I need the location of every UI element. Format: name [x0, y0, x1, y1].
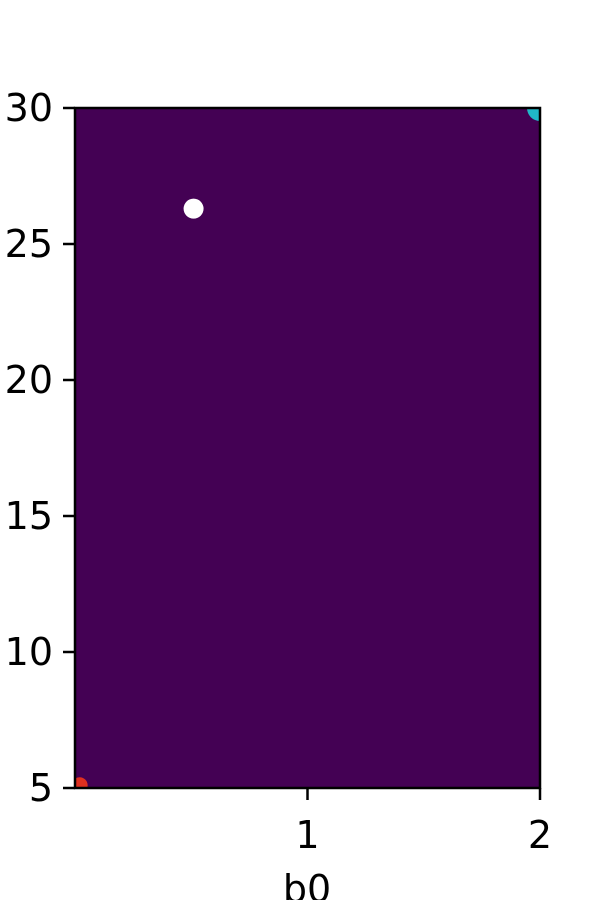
y-tick-label: 30: [5, 86, 53, 130]
plot-area-background: [75, 108, 540, 788]
y-tick-label: 25: [5, 222, 53, 266]
data-marks: [75, 108, 540, 788]
y-tick-label: 10: [5, 630, 53, 674]
data-point-1: [183, 198, 204, 219]
x-axis-label: b0: [283, 867, 331, 900]
y-axis-ticks: 5 10 15 20 25 30: [5, 86, 75, 810]
heatmap-region-3: [527, 108, 540, 121]
heatmap-region-2: [75, 777, 88, 788]
x-tick-label: 2: [528, 813, 552, 857]
data-points: [183, 198, 204, 219]
y-tick-label: 15: [5, 494, 53, 538]
y-tick-label: 5: [29, 766, 53, 810]
y-tick-label: 20: [5, 358, 53, 402]
x-tick-label: 1: [295, 813, 319, 857]
